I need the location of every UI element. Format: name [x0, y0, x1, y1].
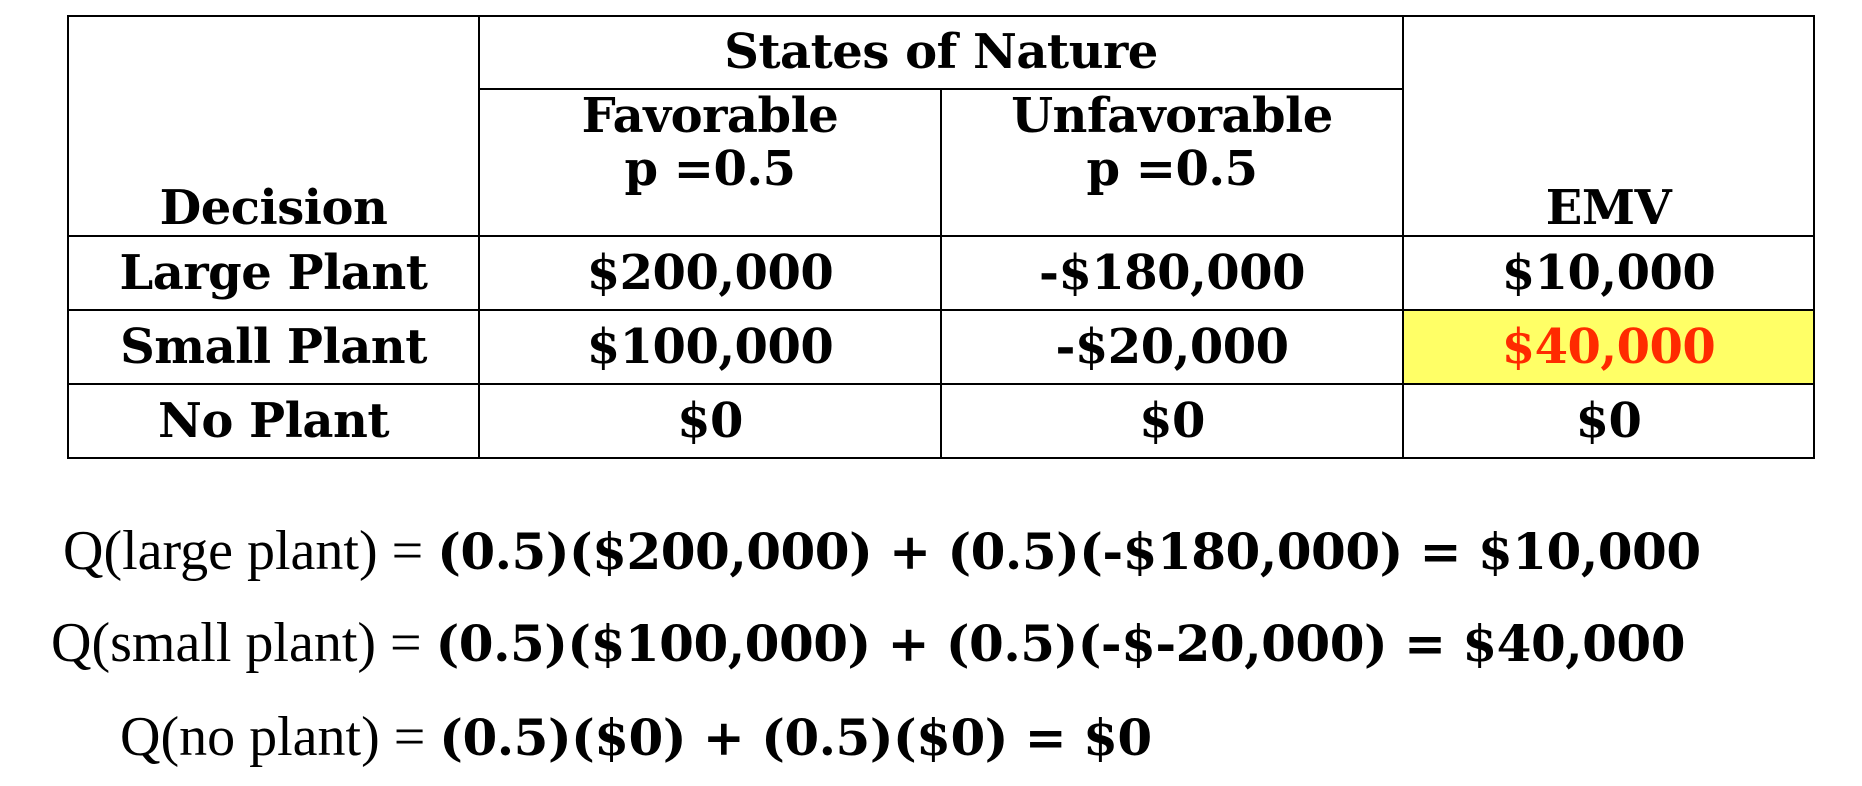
state-header-row: Favorable p =0.5 Unfavorable p =0.5 [68, 88, 1814, 237]
favorable-cell: $0 [478, 383, 942, 459]
decision-cell: No Plant [67, 383, 480, 459]
decision-payoff-table: Decision States of Nature EMV Favorable … [67, 15, 1816, 459]
decision-cell: Large Plant [67, 235, 480, 311]
table-row: Large Plant $200,000 -$180,000 $10,000 [67, 235, 1816, 311]
formula-rhs: (0.5)($0) + (0.5)($0) = $0 [439, 708, 1152, 767]
emv-cell-highlighted: $40,000 [1402, 309, 1816, 385]
unfavorable-cell: $0 [939, 383, 1405, 459]
states-of-nature-header: States of Nature [477, 15, 1405, 90]
favorable-cell: $200,000 [478, 235, 942, 311]
emv-cell: $10,000 [1402, 235, 1816, 311]
formula-no-plant: Q(no plant) = (0.5)($0) + (0.5)($0) = $0 [120, 707, 1152, 768]
formula-large-plant: Q(large plant) = (0.5)($200,000) + (0.5)… [63, 521, 1701, 582]
unfavorable-header: Unfavorable p =0.5 [939, 88, 1405, 237]
formula-small-plant: Q(small plant) = (0.5)($100,000) + (0.5)… [51, 612, 1686, 674]
unfavorable-cell: -$180,000 [939, 235, 1405, 311]
formula-lhs: Q(no plant) = [120, 706, 440, 768]
decision-header: Decision [67, 15, 480, 237]
decision-cell: Small Plant [67, 309, 480, 385]
formula-rhs: (0.5)($200,000) + (0.5)(-$180,000) = $10… [437, 522, 1701, 581]
emv-cell: $0 [1402, 383, 1816, 459]
table-row: No Plant $0 $0 $0 [67, 383, 1816, 459]
favorable-probability: p =0.5 [624, 140, 797, 197]
unfavorable-cell: -$20,000 [939, 309, 1405, 385]
formula-lhs: Q(large plant) = [63, 520, 438, 582]
formula-lhs: Q(small plant) = [51, 612, 436, 674]
table-header-row: Decision States of Nature EMV [67, 15, 1816, 237]
favorable-header: Favorable p =0.5 [478, 88, 942, 237]
favorable-cell: $100,000 [478, 309, 942, 385]
unfavorable-probability: p =0.5 [1086, 140, 1259, 197]
table-row: Small Plant $100,000 -$20,000 $40,000 [67, 309, 1816, 385]
favorable-label: Favorable [581, 88, 839, 144]
emv-header: EMV [1402, 15, 1816, 237]
unfavorable-label: Unfavorable [1011, 88, 1333, 144]
formula-rhs: (0.5)($100,000) + (0.5)(-$-20,000) = $40… [435, 614, 1686, 673]
